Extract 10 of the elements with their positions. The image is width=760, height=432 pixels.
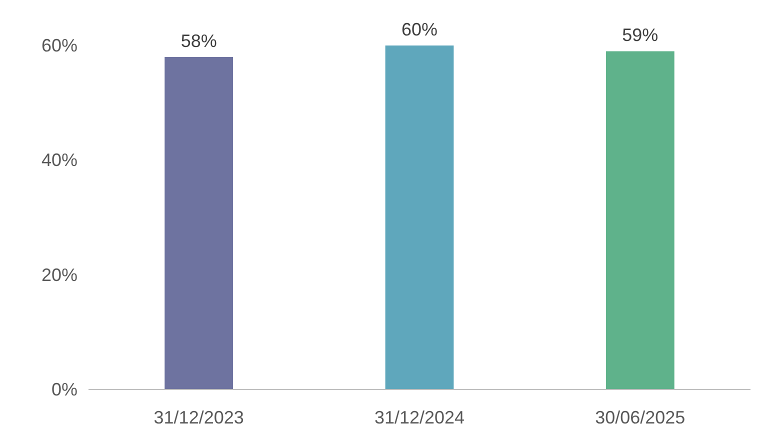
y-tick-label: 0% <box>51 380 78 400</box>
x-tick-label: 31/12/2023 <box>154 408 244 428</box>
data-label: 59% <box>622 25 658 46</box>
data-label: 60% <box>401 20 438 40</box>
y-tick-label: 40% <box>41 150 78 170</box>
y-tick-label: 60% <box>41 36 78 56</box>
data-label: 58% <box>180 30 217 51</box>
x-tick-label: 31/12/2024 <box>374 408 465 428</box>
y-tick-label: 20% <box>41 264 78 285</box>
x-tick-label: 30/06/2025 <box>595 408 686 428</box>
